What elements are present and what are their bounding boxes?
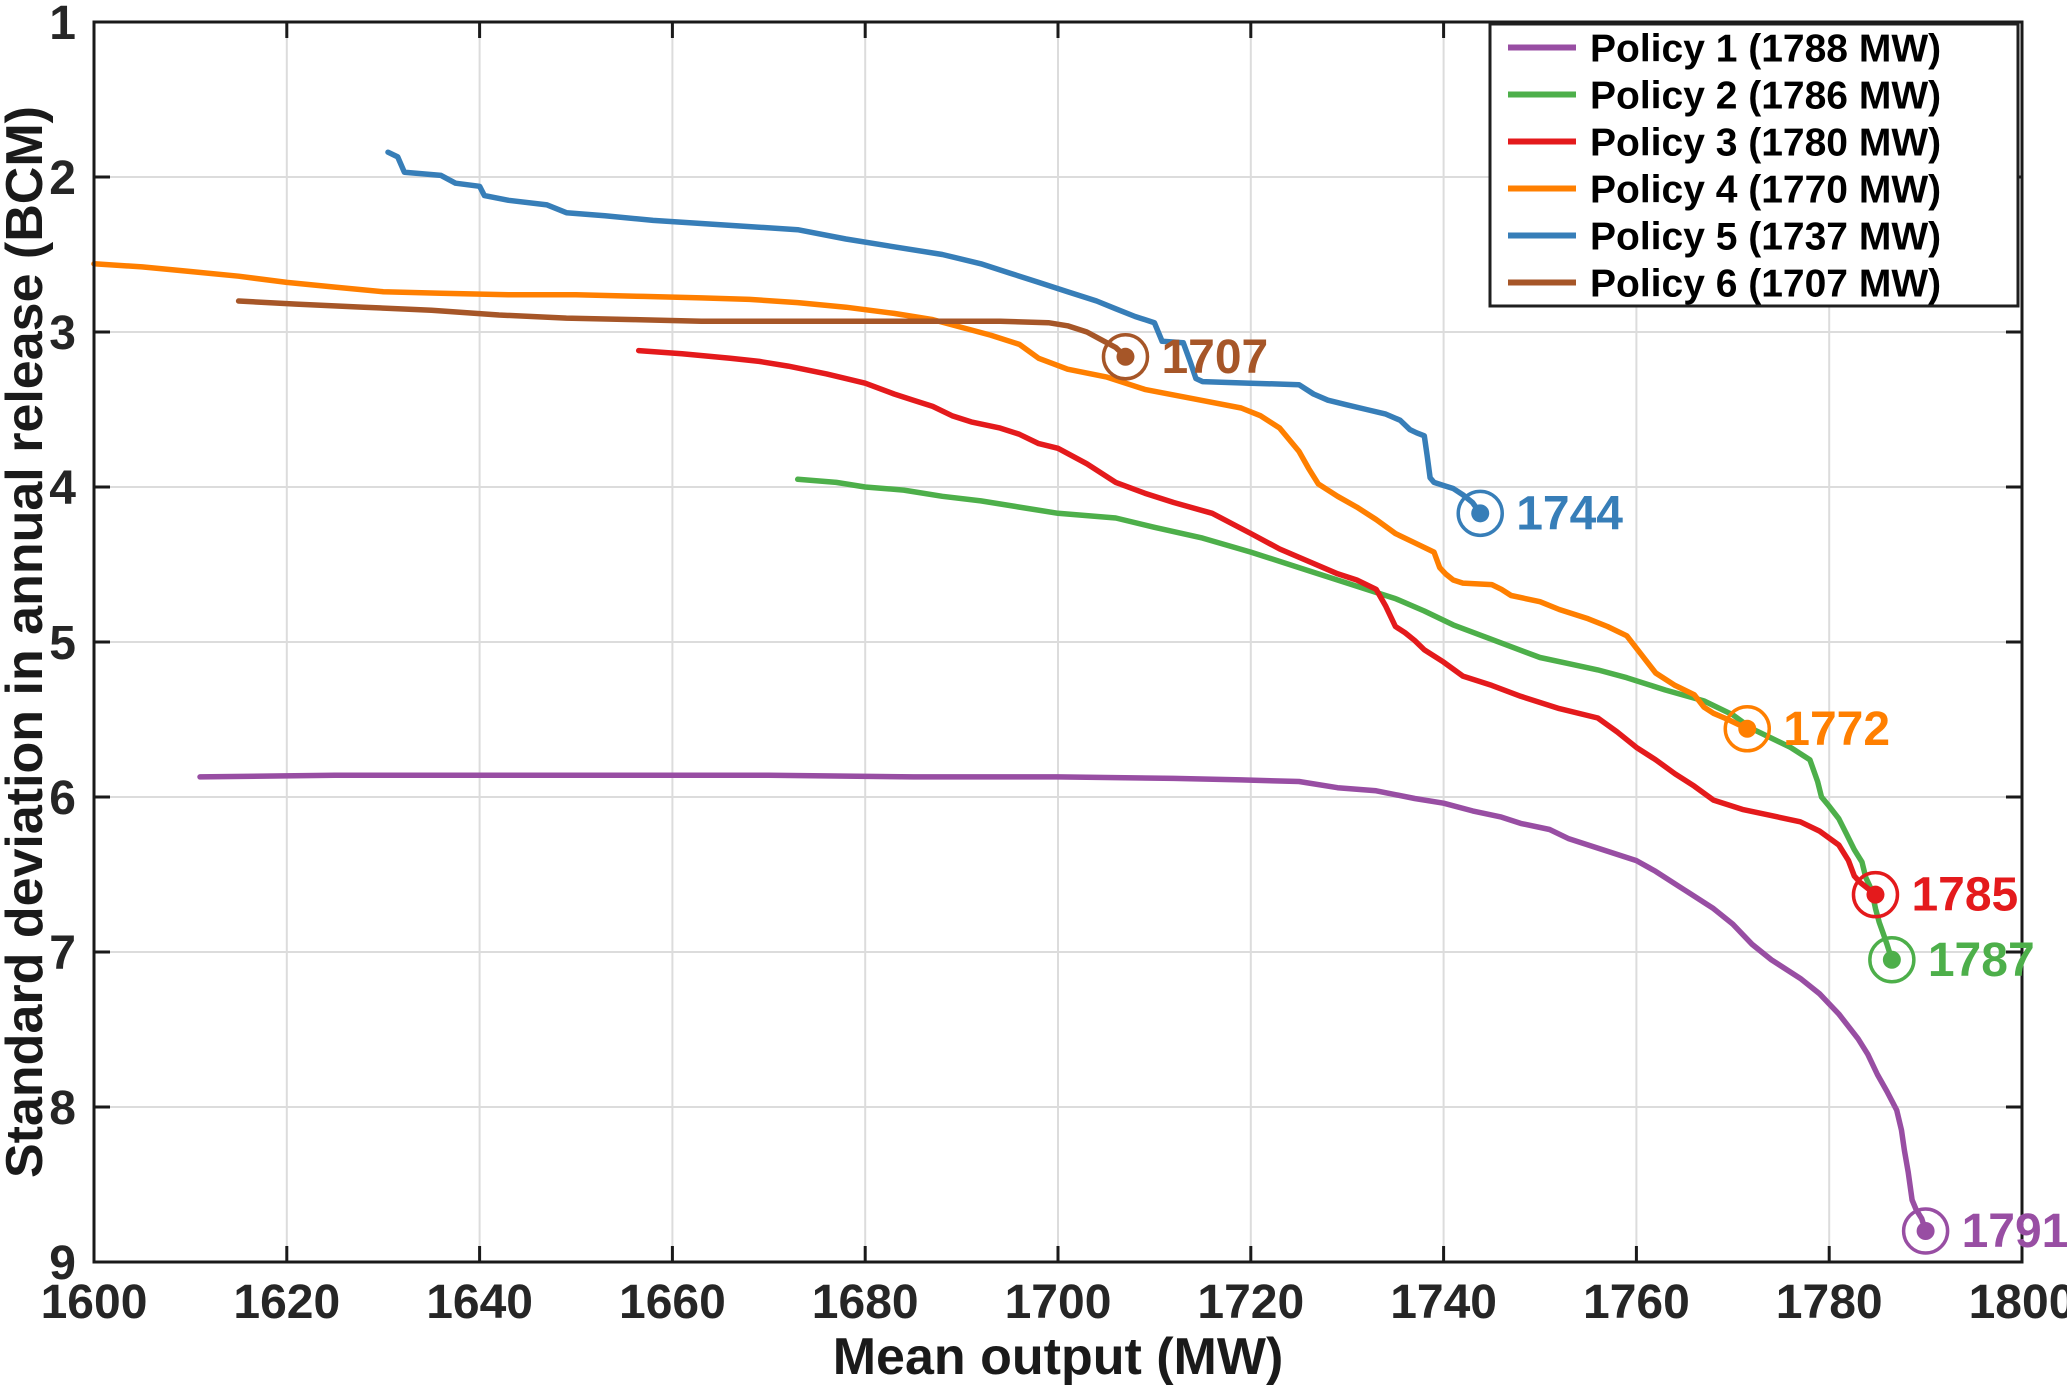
grid-layer bbox=[94, 22, 2022, 1262]
endpoint-label-policy-2: 1787 bbox=[1928, 934, 2035, 987]
endpoint-label-policy-5: 1744 bbox=[1516, 487, 1623, 540]
x-tick-label: 1600 bbox=[41, 1276, 148, 1329]
endpoint-dot-policy-6 bbox=[1116, 347, 1135, 366]
x-axis-title: Mean output (MW) bbox=[833, 1328, 1284, 1386]
y-tick-label: 6 bbox=[49, 772, 76, 825]
legend-label-policy-6: Policy 6 (1707 MW) bbox=[1590, 263, 1941, 306]
legend-box bbox=[1488, 22, 2020, 308]
endpoint-label-policy-4: 1772 bbox=[1783, 703, 1890, 756]
legend-item-policy-3: Policy 3 (1780 MW) bbox=[1508, 122, 1941, 165]
x-tick-label: 1780 bbox=[1776, 1276, 1883, 1329]
endpoint-label-policy-1: 1791 bbox=[1962, 1205, 2067, 1258]
endpoint-label-policy-6: 1707 bbox=[1161, 331, 1268, 384]
endpoint-ring-policy-2 bbox=[1868, 936, 1916, 984]
legend-item-policy-2: Policy 2 (1786 MW) bbox=[1508, 75, 1941, 118]
endpoint-ring-policy-6 bbox=[1101, 333, 1150, 381]
y-tick-label: 2 bbox=[49, 152, 76, 205]
legend-item-policy-4: Policy 4 (1770 MW) bbox=[1508, 169, 1941, 212]
annotation-layer: 1791 1787 1785 1772 1744 1707 bbox=[1101, 331, 2067, 1258]
legend-item-policy-6: Policy 6 (1707 MW) bbox=[1508, 263, 1941, 306]
endpoint-ring-policy-3 bbox=[1851, 870, 1900, 919]
endpoint-dot-policy-2 bbox=[1882, 950, 1901, 969]
axes-layer: 1600 1620 1640 1660 1680 1700 1720 1740 1760 1780… bbox=[41, 0, 2067, 1329]
series-line-policy-5 bbox=[385, 149, 1483, 517]
legend-label-policy-5: Policy 5 (1737 MW) bbox=[1590, 216, 1941, 259]
endpoint-label-policy-3: 1785 bbox=[1911, 869, 2018, 922]
x-tick-label: 1680 bbox=[812, 1276, 919, 1329]
x-tick-label: 1760 bbox=[1583, 1276, 1690, 1329]
y-tick-label: 7 bbox=[49, 927, 76, 980]
y-tick-label: 4 bbox=[49, 462, 76, 515]
legend-label-policy-4: Policy 4 (1770 MW) bbox=[1590, 169, 1941, 212]
endpoint-dot-policy-4 bbox=[1738, 719, 1757, 738]
x-tick-label: 1660 bbox=[619, 1276, 726, 1329]
legend: Policy 1 (1788 MW)Policy 2 (1786 MW)Poli… bbox=[1488, 22, 2020, 308]
series-line-policy-6 bbox=[235, 298, 1129, 360]
x-tick-label: 1700 bbox=[1005, 1276, 1112, 1329]
y-tick-label: 3 bbox=[49, 307, 76, 360]
y-tick-label: 1 bbox=[49, 0, 76, 50]
x-tick-label: 1800 bbox=[1969, 1276, 2067, 1329]
x-tick-label: 1740 bbox=[1390, 1276, 1497, 1329]
y-axis-title: Standard deviation in annual release (BC… bbox=[0, 106, 54, 1178]
endpoint-dot-policy-3 bbox=[1866, 885, 1885, 904]
series-layer bbox=[91, 149, 1929, 1234]
y-tick-label: 5 bbox=[49, 617, 76, 670]
legend-item-policy-5: Policy 5 (1737 MW) bbox=[1508, 216, 1941, 259]
series-line-policy-3 bbox=[635, 347, 1879, 898]
x-tick-label: 1720 bbox=[1197, 1276, 1304, 1329]
legend-label-policy-3: Policy 3 (1780 MW) bbox=[1590, 122, 1941, 165]
endpoint-ring-policy-5 bbox=[1456, 489, 1504, 538]
series-line-policy-4 bbox=[91, 261, 1751, 732]
x-tick-label: 1640 bbox=[426, 1276, 533, 1329]
series-line-policy-1 bbox=[197, 772, 1929, 1234]
y-tick-label: 8 bbox=[49, 1082, 76, 1135]
legend-label-policy-1: Policy 1 (1788 MW) bbox=[1590, 28, 1941, 71]
y-tick-label: 9 bbox=[49, 1237, 76, 1290]
endpoint-ring-policy-1 bbox=[1901, 1207, 1950, 1255]
legend-label-policy-2: Policy 2 (1786 MW) bbox=[1590, 75, 1941, 118]
endpoint-dot-policy-5 bbox=[1471, 504, 1490, 523]
endpoint-ring-policy-4 bbox=[1723, 705, 1772, 753]
endpoint-dot-policy-1 bbox=[1916, 1222, 1935, 1240]
x-tick-label: 1620 bbox=[233, 1276, 340, 1329]
legend-item-policy-1: Policy 1 (1788 MW) bbox=[1508, 28, 1941, 71]
series-line-policy-2 bbox=[794, 476, 1895, 963]
